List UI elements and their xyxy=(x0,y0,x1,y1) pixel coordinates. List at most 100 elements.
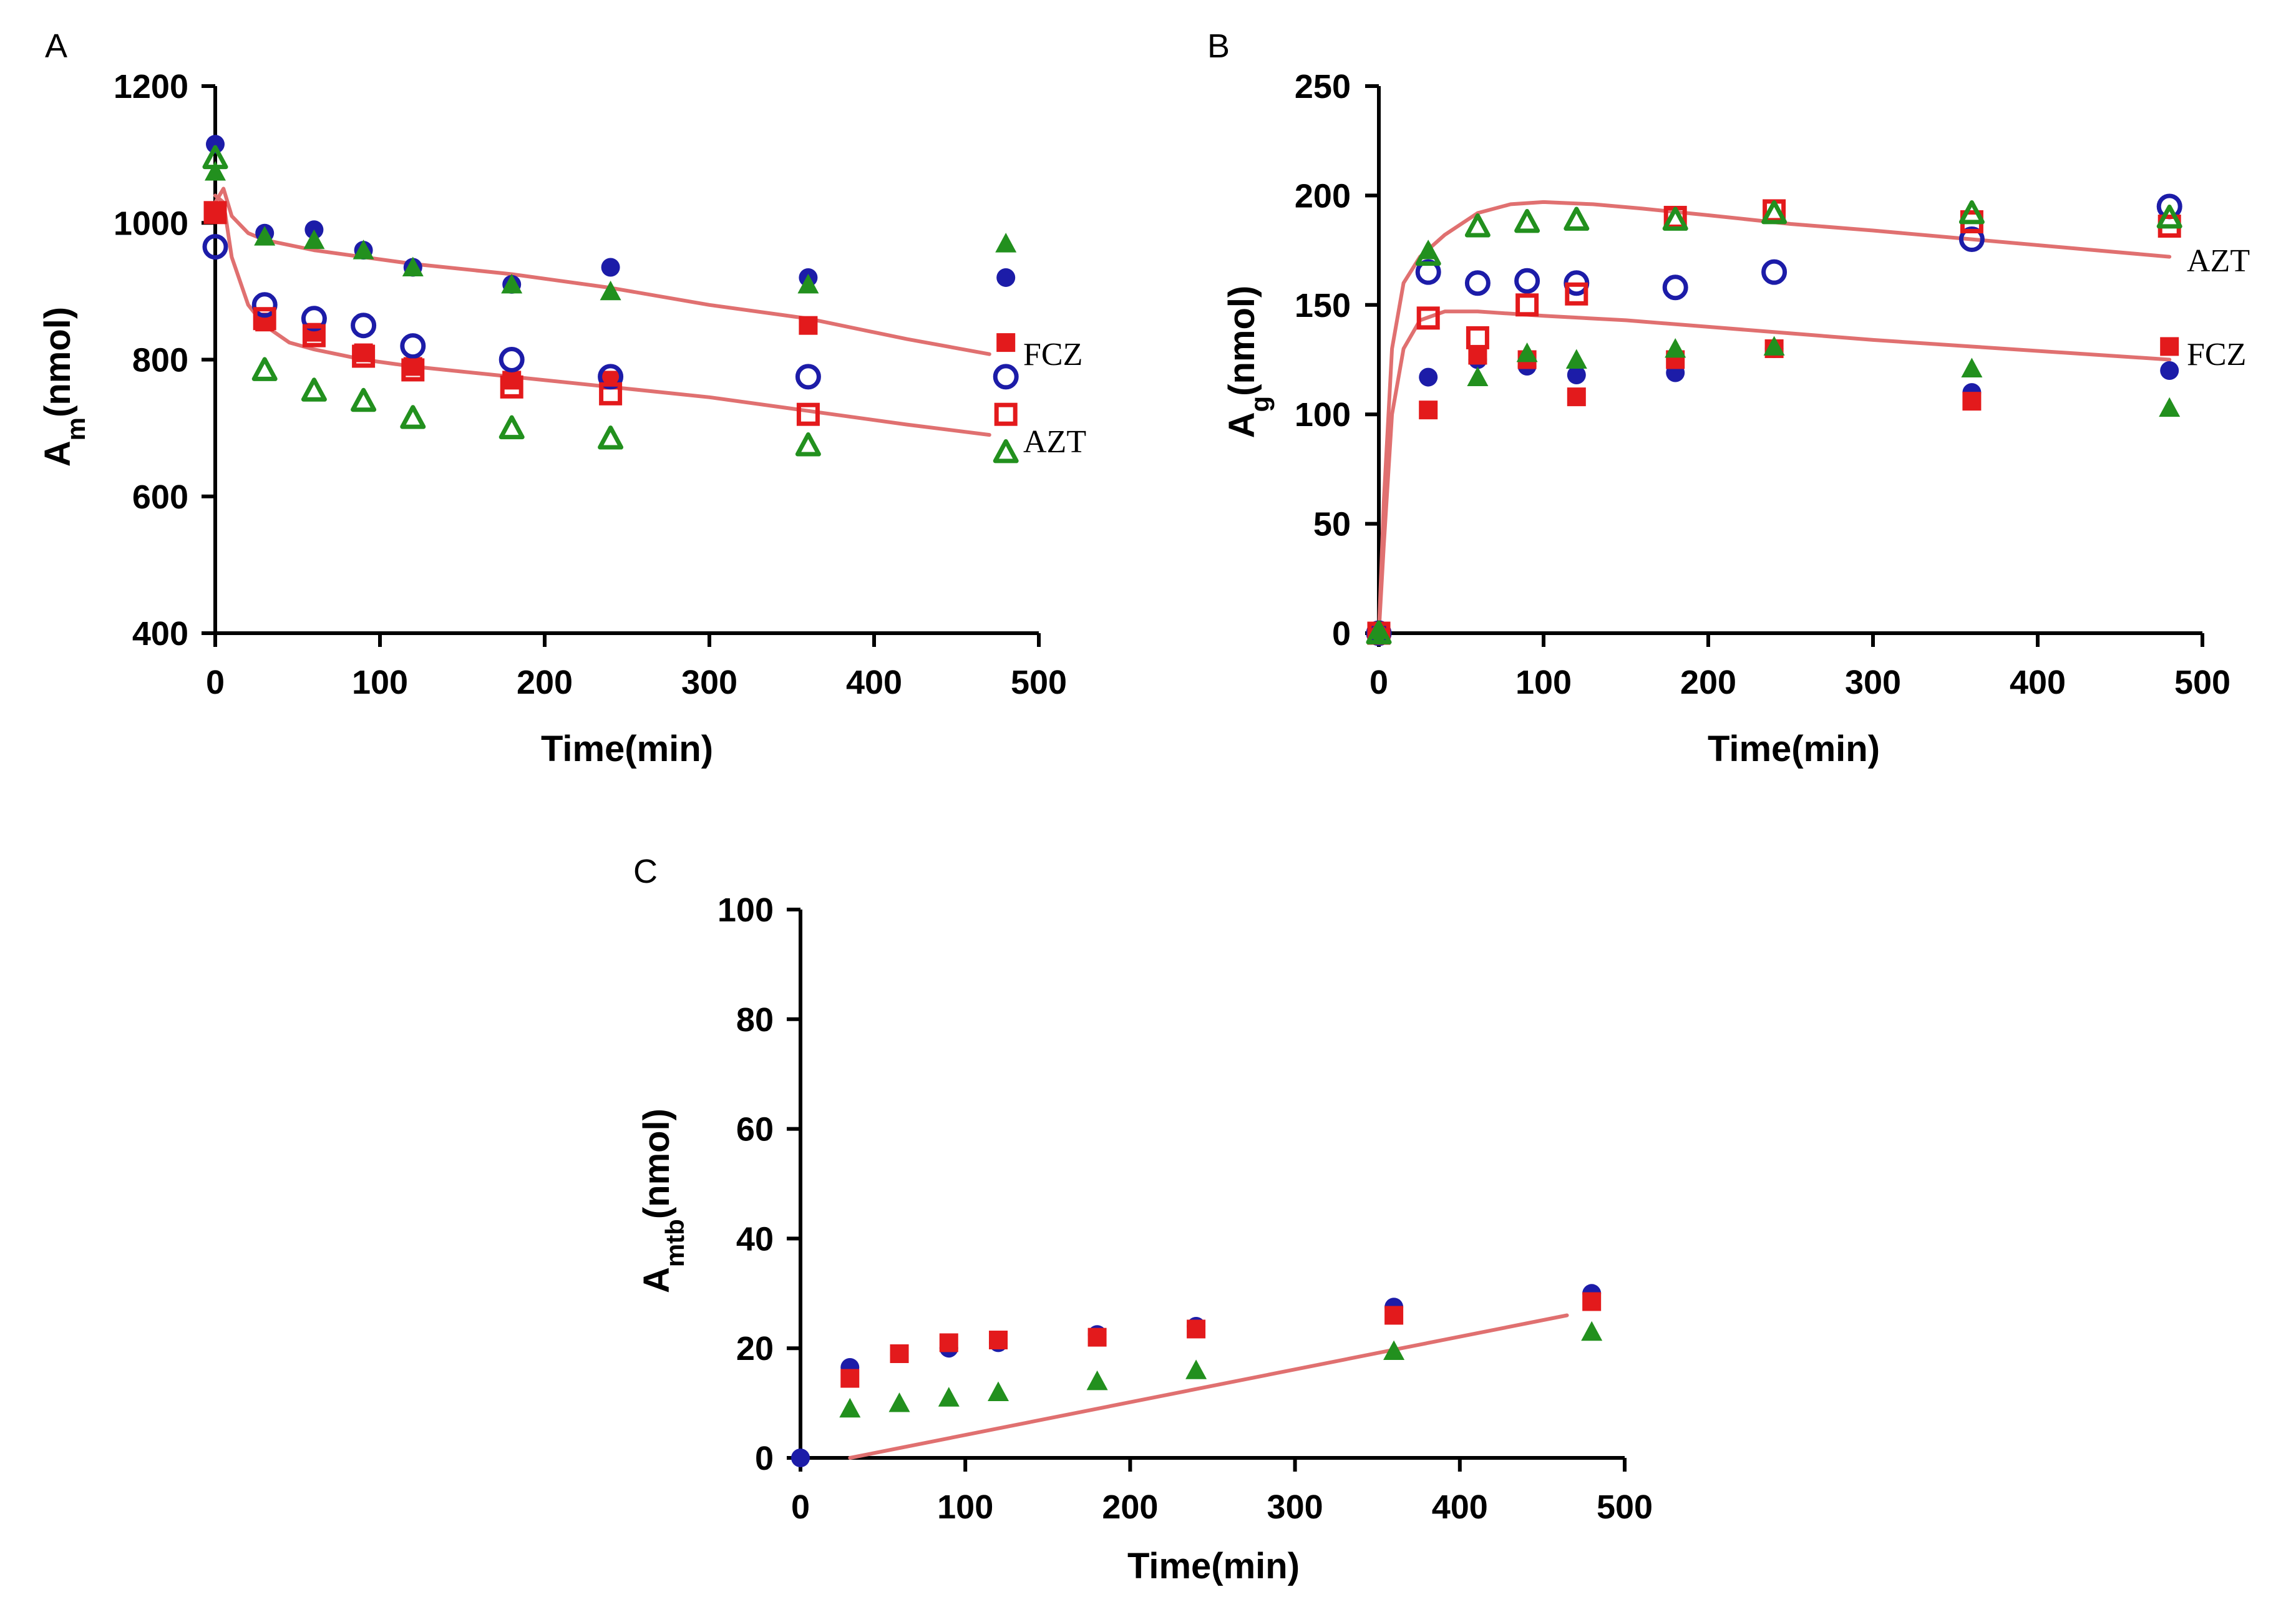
panel-a-point-green-triangle xyxy=(303,229,325,250)
panel-c-point-green-triangle xyxy=(1581,1321,1603,1341)
panel-c-x-tick-label: 0 xyxy=(791,1488,810,1526)
panel-b-fcz-curve-label: FCZ xyxy=(2187,337,2246,372)
panel-a-point-green-triangle xyxy=(254,226,276,246)
panel-c-x-tick-label: 300 xyxy=(1267,1488,1323,1526)
panel-b-y-tick-label: 150 xyxy=(1295,287,1351,324)
panel-c-point-red-square xyxy=(1582,1292,1602,1311)
panel-c-point-red-square xyxy=(1087,1328,1107,1347)
panel-b-point-green-triangle xyxy=(1665,338,1686,358)
panel-a-y-tick-label: 1200 xyxy=(114,68,188,105)
panel-c-y-tick-label: 40 xyxy=(736,1220,774,1258)
panel-b-point-red-square xyxy=(1565,282,1588,306)
panel-c-chart: C Time(min) Amtb(nmol) 0 100 200 300 400 500 0… xyxy=(633,853,1653,1586)
panel-a-point-blue-circle xyxy=(400,333,426,359)
panel-a-x-tick-label: 400 xyxy=(846,664,902,701)
panel-c-y-tick-label: 0 xyxy=(755,1440,774,1477)
panel-a-point-red-square xyxy=(500,375,523,399)
panel-c-point-green-triangle xyxy=(839,1397,861,1418)
panel-a-point-blue-circle xyxy=(598,364,624,390)
panel-a-y-tick-label: 400 xyxy=(132,615,188,653)
panel-b-x-tick-label: 200 xyxy=(1680,664,1736,701)
panel-a-point-blue-circle xyxy=(996,268,1016,287)
panel-a-point-red-square xyxy=(599,382,623,405)
panel-b-y-tick-label: 50 xyxy=(1313,506,1351,543)
panel-b-point-red-square xyxy=(1962,392,1982,411)
panel-a-y-tick-label: 1000 xyxy=(114,205,188,242)
panel-a-y-tick-label: 800 xyxy=(132,342,188,379)
panel-c-point-green-triangle xyxy=(988,1381,1009,1401)
panel-a-y-axis-title: Am(nmol) xyxy=(37,307,90,467)
panel-a-point-blue-circle xyxy=(601,258,620,277)
panel-a-point-green-triangle xyxy=(499,415,525,440)
panel-a-point-green-triangle xyxy=(251,357,278,381)
panel-b-point-green-triangle xyxy=(1961,357,1983,377)
panel-a-point-green-triangle xyxy=(993,439,1019,464)
panel-c-point-green-triangle xyxy=(888,1392,910,1412)
panel-b-x-tick-label: 300 xyxy=(1845,664,1901,701)
panel-b-x-axis-title: Time(min) xyxy=(1708,729,1880,769)
panel-c-point-red-square xyxy=(890,1344,909,1363)
panel-b-point-green-triangle xyxy=(1415,241,1441,266)
panel-b-x-tick-label: 400 xyxy=(2010,664,2066,701)
panel-b-point-green-triangle xyxy=(2156,205,2182,229)
panel-a-x-axis-title: Time(min) xyxy=(541,729,713,769)
panel-c-letter: C xyxy=(633,853,658,890)
panel-b-point-blue-circle xyxy=(1514,268,1540,294)
panel-c-y-tick-label: 60 xyxy=(736,1111,774,1148)
panel-c-point-blue-circle xyxy=(791,1449,810,1467)
panel-c-point-red-square xyxy=(840,1369,860,1388)
panel-b-point-green-triangle xyxy=(2159,397,2181,417)
panel-b-point-green-triangle xyxy=(1514,209,1540,233)
panel-a-point-green-triangle xyxy=(600,280,621,301)
panel-b-point-red-square xyxy=(1466,326,1489,349)
panel-b-y-tick-label: 200 xyxy=(1295,177,1351,215)
panel-a-point-green-triangle xyxy=(301,377,327,402)
panel-a-x-tick-label: 100 xyxy=(352,664,408,701)
panel-a-point-red-square xyxy=(401,358,425,382)
panel-c-point-red-square xyxy=(1187,1319,1206,1339)
panel-a-point-blue-circle xyxy=(993,364,1019,390)
panel-c-point-red-square xyxy=(989,1331,1008,1350)
panel-c-point-green-triangle xyxy=(1383,1340,1405,1360)
panel-b-point-green-triangle xyxy=(1464,213,1491,238)
panel-b-y-tick-label: 250 xyxy=(1295,68,1351,105)
panel-b-point-green-triangle xyxy=(1763,336,1785,356)
panel-a-point-green-triangle xyxy=(402,256,424,276)
panel-c-point-green-triangle xyxy=(1086,1370,1108,1391)
panel-b-point-blue-circle xyxy=(2160,361,2179,381)
panel-b-azt-curve-label: AZT xyxy=(2187,243,2250,279)
panel-c-x-tick-label: 500 xyxy=(1597,1488,1653,1526)
panel-a-point-red-square xyxy=(352,344,376,368)
panel-b-point-blue-circle xyxy=(1419,367,1438,387)
panel-a-point-blue-circle xyxy=(251,292,278,318)
panel-c-point-red-square xyxy=(1384,1306,1404,1325)
panel-a-point-red-square xyxy=(203,201,227,225)
panel-a-fit-curve-fcz xyxy=(213,187,991,356)
panel-a-point-green-triangle xyxy=(501,273,523,294)
panel-b-x-tick-label: 500 xyxy=(2174,664,2230,701)
panel-b-point-green-triangle xyxy=(1368,623,1389,643)
panel-a-point-blue-circle xyxy=(301,306,327,332)
panel-a-fcz-curve-label: FCZ xyxy=(1023,337,1082,372)
panel-a-point-green-triangle xyxy=(400,405,426,429)
panel-c-x-axis-title: Time(min) xyxy=(1127,1546,1300,1586)
panel-b-point-red-square xyxy=(1416,306,1440,330)
panel-b-y-axis-title: Ag(nmol) xyxy=(1222,286,1275,439)
panel-b-point-blue-circle xyxy=(1761,259,1788,285)
panel-c-y-tick-label: 20 xyxy=(736,1330,774,1367)
panel-a-point-blue-circle xyxy=(202,234,228,260)
panel-a-point-green-triangle xyxy=(598,425,624,450)
panel-b-chart: B Time(min) Ag(nmol) AZT FCZ 0 100 200 300 4… xyxy=(1207,27,2250,769)
panel-a-point-green-triangle xyxy=(995,233,1017,253)
panel-b-point-green-triangle xyxy=(1565,349,1587,369)
panel-a-point-blue-circle xyxy=(206,135,225,154)
panel-a-point-red-square xyxy=(206,203,225,222)
panel-b-point-green-triangle xyxy=(1516,342,1538,362)
panel-a-x-tick-label: 300 xyxy=(681,664,737,701)
panel-b-point-blue-circle xyxy=(1464,270,1491,296)
panel-a-point-red-square xyxy=(799,316,818,335)
panel-b-y-tick-label: 100 xyxy=(1295,396,1351,434)
panel-b-point-green-triangle xyxy=(1366,620,1392,644)
